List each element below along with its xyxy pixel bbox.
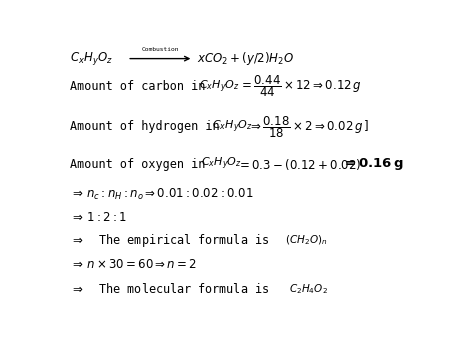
Text: Amount of carbon in: Amount of carbon in (70, 80, 206, 93)
Text: $\Rightarrow \dfrac{0.18}{18} \times 2 \Rightarrow 0.02\,g\,]$: $\Rightarrow \dfrac{0.18}{18} \times 2 \… (248, 114, 370, 140)
Text: $\mathbf{=0.16\,g}$: $\mathbf{=0.16\,g}$ (342, 156, 403, 172)
Text: $\Rightarrow\, 1:2:1$: $\Rightarrow\, 1:2:1$ (70, 210, 127, 223)
Text: $xCO_2 + (y/2)H_2O$: $xCO_2 + (y/2)H_2O$ (197, 50, 294, 67)
Text: $C_xH_yO_z$: $C_xH_yO_z$ (70, 50, 113, 67)
Text: $\Rightarrow$  The molecular formula is: $\Rightarrow$ The molecular formula is (70, 282, 270, 296)
Text: $\Rightarrow\, n_c : n_H : n_o \Rightarrow 0.01:0.02:0.01$: $\Rightarrow\, n_c : n_H : n_o \Rightarr… (70, 187, 254, 203)
Text: $\Rightarrow\, n \times 30 = 60 \Rightarrow n = 2$: $\Rightarrow\, n \times 30 = 60 \Rightar… (70, 258, 198, 271)
Text: $\Rightarrow$  The empirical formula is: $\Rightarrow$ The empirical formula is (70, 232, 270, 249)
Text: Combustion: Combustion (142, 47, 179, 52)
Text: $= \dfrac{0.44}{44} \times 12 \Rightarrow 0.12\,g$: $= \dfrac{0.44}{44} \times 12 \Rightarro… (239, 74, 362, 99)
Text: $C_2H_4O_2$: $C_2H_4O_2$ (289, 282, 328, 296)
Text: $C_xH_yO_z$: $C_xH_yO_z$ (212, 118, 253, 135)
Text: Amount of hydrogen in: Amount of hydrogen in (70, 120, 220, 133)
Text: $(CH_2O)_n$: $(CH_2O)_n$ (285, 234, 328, 248)
Text: $C_xH_yO_z$: $C_xH_yO_z$ (201, 156, 242, 173)
Text: $= 0.3-(0.12+0.02)$: $= 0.3-(0.12+0.02)$ (237, 157, 362, 172)
Text: Amount of oxygen in: Amount of oxygen in (70, 158, 206, 171)
Text: $C_xH_yO_z$: $C_xH_yO_z$ (199, 78, 240, 95)
